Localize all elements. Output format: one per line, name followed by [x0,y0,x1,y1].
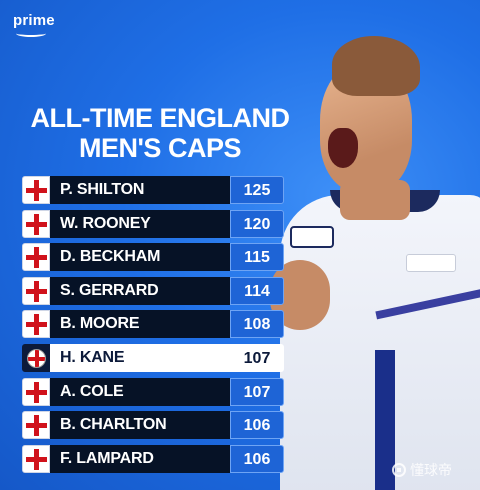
player-mouth [328,128,358,168]
player-name: D. BECKHAM [50,243,230,272]
player-name: F. LAMPARD [50,444,230,473]
table-row: S. GERRARD 114 [22,276,290,305]
caps-table: P. SHILTON 125 W. ROONEY 120 D. BECKHAM 115 S.… [22,176,290,478]
table-row: H. KANE 107 [22,343,290,372]
england-cross-icon [22,276,50,305]
watermark-text: 懂球帝 [410,462,452,478]
player-name: W. ROONEY [50,209,230,238]
table-row: A. COLE 107 [22,377,290,406]
england-cross-icon [22,176,50,204]
caps-value: 120 [230,209,284,238]
watermark: 懂球帝 [392,460,452,480]
table-row: F. LAMPARD 106 [22,444,290,473]
caps-value: 107 [230,343,284,372]
england-cross-icon [22,310,50,339]
table-row: P. SHILTON 125 [22,176,290,204]
caps-value: 106 [230,444,284,473]
table-row: W. ROONEY 120 [22,209,290,238]
england-cross-icon [22,243,50,272]
caps-value: 115 [230,243,284,272]
prime-logo-smile [16,30,46,37]
page-title: ALL-TIME ENGLAND MEN'S CAPS [0,103,320,163]
table-row: B. MOORE 108 [22,310,290,339]
player-name: A. COLE [50,377,230,406]
football-icon [392,463,406,477]
caps-value: 108 [230,310,284,339]
player-name: H. KANE [50,343,230,372]
player-undershirt [375,350,395,490]
england-cross-icon [22,377,50,406]
player-name: S. GERRARD [50,276,230,305]
table-row: D. BECKHAM 115 [22,243,290,272]
caps-value: 114 [230,276,284,305]
caps-value: 125 [230,176,284,204]
player-photo [270,30,480,490]
player-name: B. MOORE [50,310,230,339]
england-cross-icon [22,209,50,238]
england-cross-icon [22,444,50,473]
caps-value: 106 [230,411,284,440]
title-line-1: ALL-TIME ENGLAND [30,103,290,133]
england-round-flag-icon [22,343,50,372]
title-line-2: MEN'S CAPS [79,133,241,163]
player-name: B. CHARLTON [50,411,230,440]
table-row: B. CHARLTON 106 [22,411,290,440]
player-hair [332,36,420,96]
england-crest-icon [290,226,334,248]
foundation-patch-icon [406,254,456,272]
caps-value: 107 [230,377,284,406]
england-cross-icon [22,411,50,440]
player-name: P. SHILTON [50,176,230,204]
prime-logo: prime [13,12,55,29]
